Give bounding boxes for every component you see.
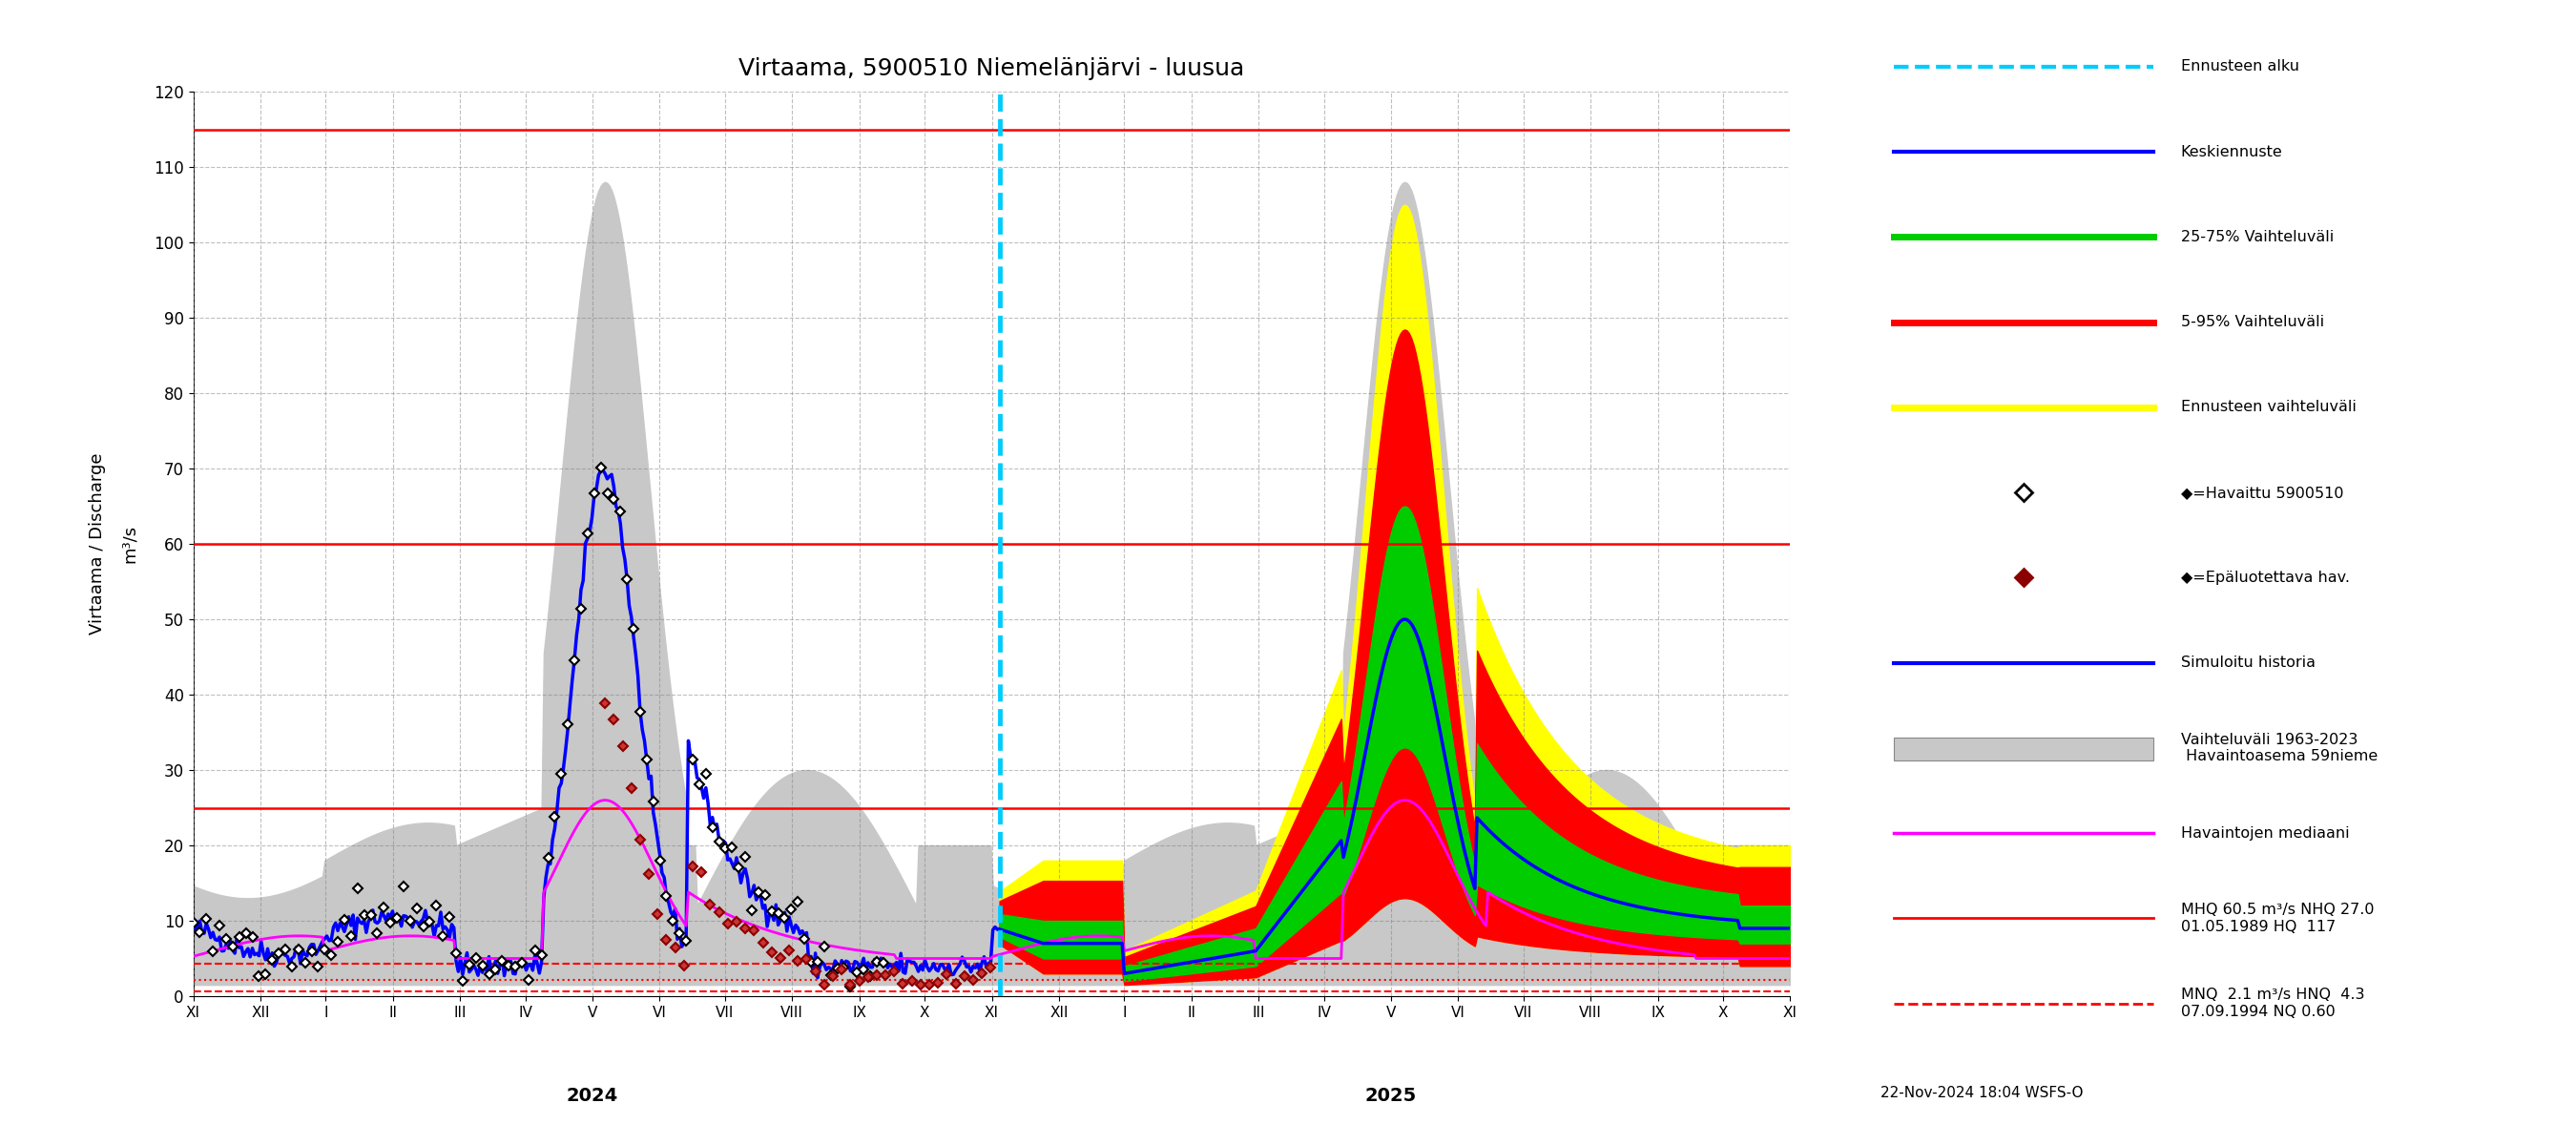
Text: 5-95% Vaihteluväli: 5-95% Vaihteluväli (2182, 315, 2324, 330)
Text: Vaihteluväli 1963-2023
 Havaintoasema 59nieme: Vaihteluväli 1963-2023 Havaintoasema 59n… (2182, 733, 2378, 764)
Text: Simuloitu historia: Simuloitu historia (2182, 656, 2316, 670)
Title: Virtaama, 5900510 Niemelänjärvi - luusua: Virtaama, 5900510 Niemelänjärvi - luusua (739, 57, 1244, 80)
Text: m³/s: m³/s (121, 524, 139, 563)
Text: 22-Nov-2024 18:04 WSFS-O: 22-Nov-2024 18:04 WSFS-O (1880, 1085, 2084, 1100)
Text: 2025: 2025 (1365, 1087, 1417, 1105)
Text: 2024: 2024 (567, 1087, 618, 1105)
Text: 25-75% Vaihteluväli: 25-75% Vaihteluväli (2182, 230, 2334, 244)
Bar (1893, 737, 2154, 761)
Text: Ennusteen alku: Ennusteen alku (2182, 60, 2300, 73)
Text: Ennusteen vaihteluväli: Ennusteen vaihteluväli (2182, 400, 2357, 414)
Text: ◆=Epäluotettava hav.: ◆=Epäluotettava hav. (2182, 570, 2349, 585)
Text: MHQ 60.5 m³/s NHQ 27.0
01.05.1989 HQ  117: MHQ 60.5 m³/s NHQ 27.0 01.05.1989 HQ 117 (2182, 903, 2375, 934)
Text: Keskiennuste: Keskiennuste (2182, 144, 2282, 159)
Text: MNQ  2.1 m³/s HNQ  4.3
07.09.1994 NQ 0.60: MNQ 2.1 m³/s HNQ 4.3 07.09.1994 NQ 0.60 (2182, 988, 2365, 1019)
Text: Virtaama / Discharge: Virtaama / Discharge (88, 453, 106, 634)
Text: ◆=Havaittu 5900510: ◆=Havaittu 5900510 (2182, 485, 2344, 499)
Text: Havaintojen mediaani: Havaintojen mediaani (2182, 826, 2349, 840)
